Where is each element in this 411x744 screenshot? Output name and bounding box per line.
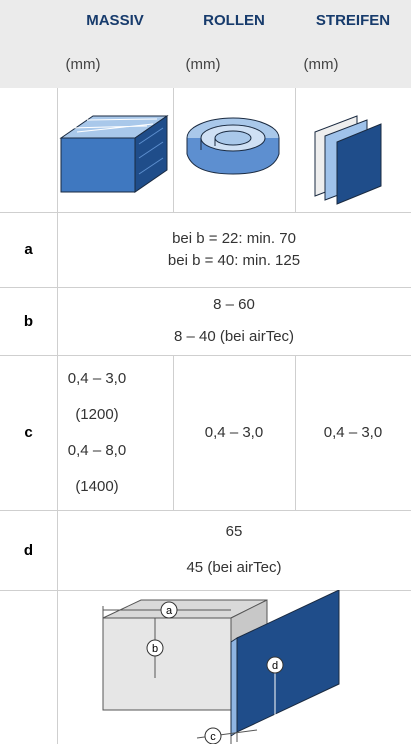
cell: 0,4 – 3,0 (1200) 0,4 – 8,0 (1400) — [57, 355, 137, 510]
row-line — [0, 590, 411, 591]
column-title: STREIFEN — [315, 12, 391, 29]
dimension-label: a — [166, 605, 173, 617]
cell: 65 45 (bei airTec) — [57, 510, 411, 590]
col-line — [173, 88, 174, 212]
col-line — [57, 88, 58, 744]
dimension-label: c — [210, 731, 216, 743]
column-title: ROLLEN — [203, 12, 265, 29]
column-unit: (mm) — [303, 56, 339, 73]
cell-text: bei b = 40: min. 125 — [167, 251, 301, 269]
row-label: b — [23, 312, 34, 330]
cell-text: 8 – 60 — [213, 296, 255, 313]
cell-text: (1200) — [75, 405, 119, 423]
dimension-label: d — [272, 660, 278, 672]
cell-text: 8 – 40 (bei airTec) — [173, 328, 295, 345]
cell-text: (1400) — [75, 477, 119, 495]
cell-text: 0,4 – 3,0 — [323, 423, 383, 441]
cell-text: 0,4 – 3,0 — [67, 369, 127, 387]
cell: 8 – 60 8 – 40 (bei airTec) — [57, 287, 411, 355]
cell: 0,4 – 3,0 — [295, 355, 411, 510]
cell-text: 0,4 – 3,0 — [204, 423, 264, 441]
header — [0, 0, 411, 88]
cell: 0,4 – 3,0 — [173, 355, 295, 510]
row-line — [0, 212, 411, 213]
dimension-labels: a b c d — [146, 601, 284, 744]
streifen-image — [314, 115, 382, 205]
col-line — [173, 355, 174, 510]
dimension-diagram: a b c d — [102, 590, 340, 744]
col-line — [295, 88, 296, 212]
row-line — [0, 355, 411, 356]
cell-text: 0,4 – 8,0 — [67, 441, 127, 459]
rollen-image — [186, 117, 280, 175]
massiv-image — [59, 115, 169, 193]
cell: bei b = 22: min. 70 bei b = 40: min. 125 — [57, 212, 411, 287]
col-line — [295, 355, 296, 510]
product-images — [59, 115, 382, 205]
dimension-label: b — [152, 643, 158, 655]
row-line — [0, 287, 411, 288]
row-label: a — [24, 241, 33, 258]
column-unit: (mm) — [185, 56, 221, 73]
row-label: c — [24, 424, 33, 441]
cell-text: 45 (bei airTec) — [186, 559, 282, 576]
row-label: d — [23, 541, 34, 559]
row-line — [0, 510, 411, 511]
cell-text: bei b = 22: min. 70 — [172, 229, 296, 247]
column-title: MASSIV — [86, 12, 144, 29]
column-unit: (mm) — [65, 56, 101, 73]
cell-text: 65 — [225, 523, 243, 540]
